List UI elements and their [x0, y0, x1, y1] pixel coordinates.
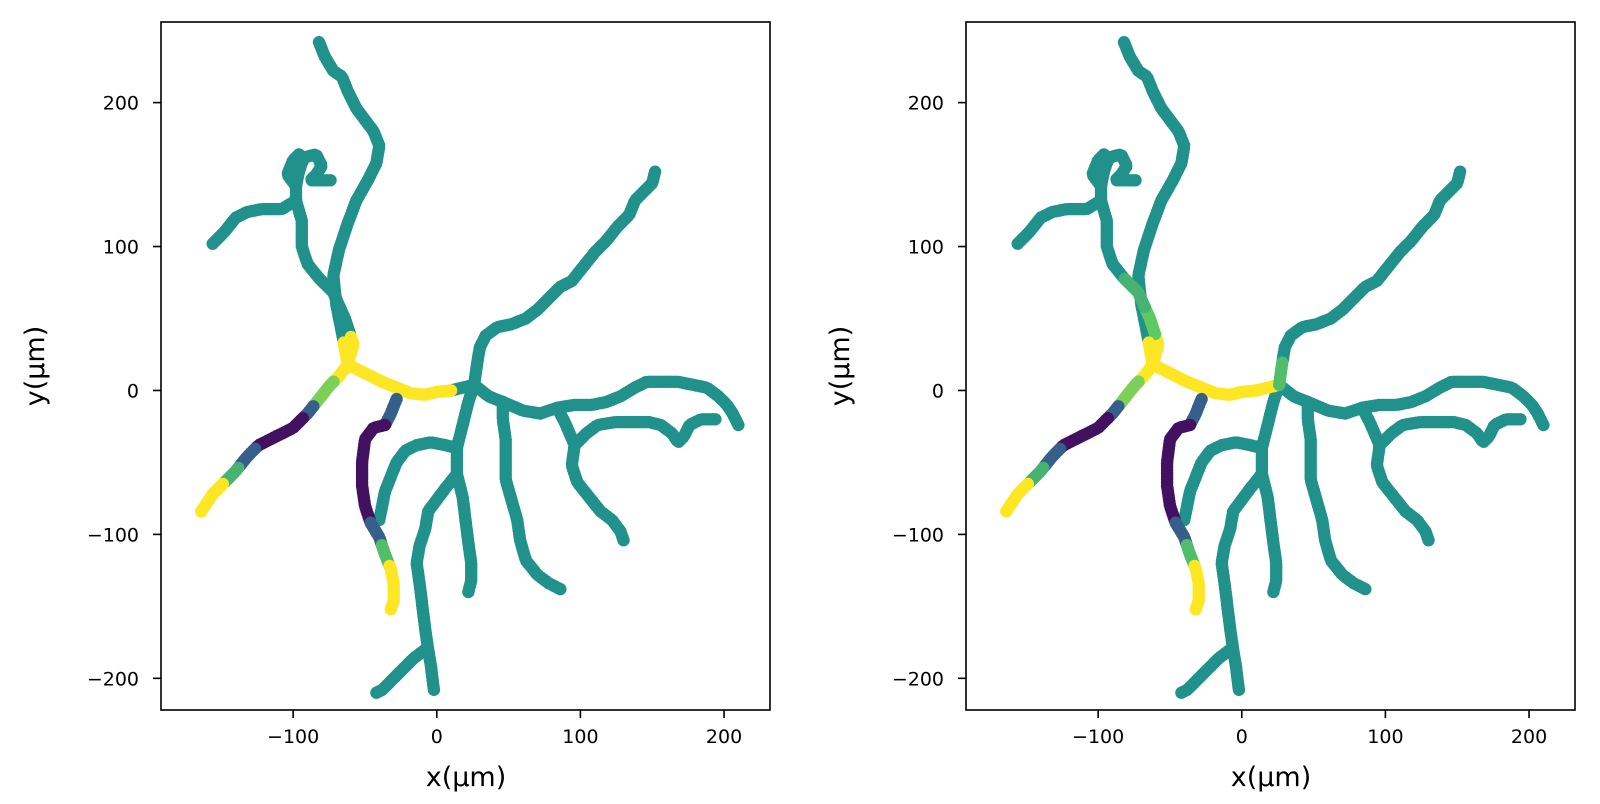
right-point-branch-7-73 — [1189, 603, 1203, 616]
left-point-branch-9-93 — [648, 165, 662, 178]
left-x-axis-label: x(μm) — [426, 762, 507, 793]
right-point-branch-1-30 — [1118, 272, 1132, 286]
right-point-branch-14-67 — [1267, 585, 1280, 599]
left-point-branch-11-65 — [554, 582, 567, 596]
left-point-branch-16-72 — [427, 683, 441, 696]
left-point-branch-17-21 — [370, 686, 383, 699]
right-point-branch-5-7 — [1142, 336, 1155, 349]
right-neuron-points — [1000, 36, 1550, 699]
left-point-branch-6-66 — [195, 505, 208, 518]
right-x-tick-label: 100 — [1367, 726, 1403, 748]
right-y-tick-label: −200 — [892, 668, 944, 690]
left-x-tick-label: −100 — [267, 726, 319, 748]
right-point-branch-16-72 — [1232, 683, 1246, 696]
left-y-tick-label: −100 — [87, 524, 139, 546]
right-y-tick-label: 200 — [908, 93, 944, 115]
right-x-tick-label: −100 — [1072, 726, 1124, 748]
left-point-branch-5-110 — [312, 36, 326, 49]
right-point-branch-5-110 — [1117, 36, 1131, 49]
right-point-branch-12-49 — [1422, 534, 1435, 547]
left-point-branch-12-49 — [617, 534, 630, 547]
right-point-branch-9-7 — [1276, 356, 1289, 369]
left-point-branch-4-31 — [206, 237, 219, 250]
right-x-tick-label: 0 — [1236, 726, 1248, 748]
right-x-tick-label: 200 — [1511, 726, 1547, 748]
right-axis-ticks: −100 0 100 200 −200 −100 0 100 200 — [892, 93, 1547, 748]
left-x-tick-label: 200 — [706, 726, 742, 748]
left-point-branch-13-53 — [709, 413, 722, 426]
left-x-tick-label: 100 — [562, 726, 598, 748]
left-point-branch-14-67 — [462, 585, 475, 599]
right-point-branch-3-30 — [1129, 174, 1142, 187]
left-y-tick-label: 200 — [103, 93, 139, 115]
left-y-tick-label: 0 — [127, 380, 139, 402]
left-point-branch-7-73 — [384, 603, 397, 616]
left-y-tick-label: −200 — [87, 668, 139, 690]
left-axis-ticks: −100 0 100 200 −200 −100 0 100 200 — [87, 93, 742, 748]
right-x-axis-label: x(μm) — [1231, 762, 1312, 793]
left-scatter-panel: −100 0 100 200 −200 −100 0 100 200 x(μm) y(μm) — [20, 21, 771, 793]
left-plot-frame — [160, 21, 771, 711]
right-y-tick-label: −100 — [892, 524, 944, 546]
left-point-branch-5-7 — [337, 336, 350, 349]
right-y-axis-label: y(μm) — [825, 326, 856, 407]
left-x-tick-label: 0 — [431, 726, 443, 748]
left-neuron-points — [195, 36, 745, 699]
left-point-branch-0-35 — [444, 384, 458, 397]
right-point-branch-4-31 — [1011, 237, 1024, 250]
right-point-branch-17-21 — [1175, 686, 1188, 699]
right-scatter-panel: −100 0 100 200 −200 −100 0 100 200 x(μm) y(μm) — [825, 21, 1576, 793]
left-point-branch-10-93 — [732, 418, 745, 432]
left-y-axis-label: y(μm) — [20, 326, 51, 407]
right-point-branch-10-93 — [1537, 418, 1550, 432]
right-point-branch-13-53 — [1514, 413, 1527, 426]
right-y-tick-label: 100 — [908, 237, 944, 259]
right-plot-frame — [965, 21, 1576, 711]
right-point-branch-6-66 — [1000, 505, 1013, 518]
right-point-branch-9-93 — [1453, 165, 1467, 178]
left-y-tick-label: 100 — [103, 237, 139, 259]
right-point-branch-11-65 — [1359, 582, 1372, 596]
right-y-tick-label: 0 — [932, 380, 944, 402]
left-point-branch-3-30 — [324, 174, 337, 187]
